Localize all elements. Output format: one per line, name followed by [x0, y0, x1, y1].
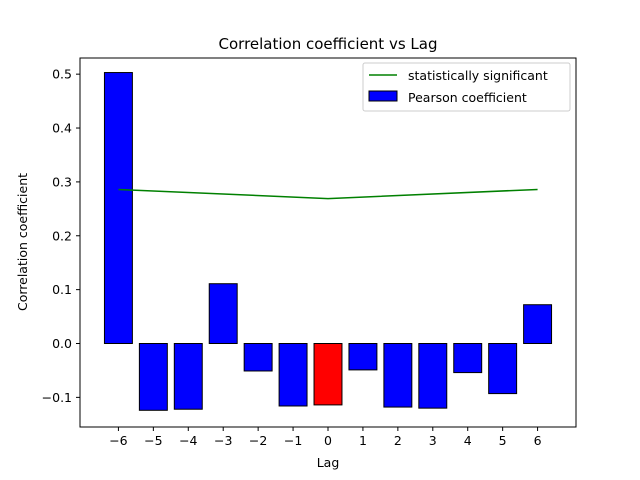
- x-tick-label: 4: [464, 433, 472, 448]
- bar-lag--2: [243, 343, 273, 372]
- legend: statistically significant Pearson coeffi…: [362, 62, 571, 112]
- y-tick-label: 0.2: [52, 228, 72, 243]
- y-tick-label: 0.4: [52, 121, 72, 136]
- x-tick-label: −6: [109, 433, 127, 448]
- chart-title: Correlation coefficient vs Lag: [219, 35, 438, 53]
- x-axis-label: Lag: [317, 455, 340, 470]
- bar-lag-4: [453, 343, 483, 374]
- x-tick-label: 2: [394, 433, 402, 448]
- bar-lag-6: [523, 304, 553, 345]
- x-tick-label: −5: [144, 433, 162, 448]
- bar-lag-1: [348, 343, 378, 371]
- x-tick-label: 6: [534, 433, 542, 448]
- bar-lag--3: [208, 283, 238, 345]
- bar-lag-0: [313, 343, 343, 406]
- plot-area: [103, 72, 553, 411]
- bar-lag--6: [103, 72, 133, 345]
- bar-lag-2: [383, 343, 413, 408]
- axes-ticks: −6 −5 −4 −3 −2 −1 0 1 2 3 4 5 6 −0.1 0.0 0.1 0.2 0.3 0.4 0.…: [42, 67, 542, 448]
- x-tick-label: 3: [429, 433, 437, 448]
- x-tick-label: 0: [324, 433, 332, 448]
- bar-lag-5: [488, 343, 518, 395]
- x-tick-label: −4: [179, 433, 197, 448]
- x-tick-label: 1: [359, 433, 367, 448]
- x-tick-label: 5: [499, 433, 507, 448]
- x-tick-label: −2: [249, 433, 267, 448]
- y-tick-label: 0.3: [52, 174, 72, 189]
- legend-label-significant: statistically significant: [408, 68, 548, 83]
- legend-box: [362, 62, 571, 112]
- bar-lag--4: [173, 343, 203, 410]
- y-tick-label: −0.1: [42, 390, 72, 405]
- legend-label-pearson: Pearson coefficient: [408, 90, 527, 105]
- legend-bar-swatch: [368, 90, 398, 102]
- bar-lag--1: [278, 343, 308, 407]
- y-tick-label: 0.0: [52, 336, 72, 351]
- x-tick-label: −1: [284, 433, 302, 448]
- x-tick-label: −3: [214, 433, 232, 448]
- bar-lag-3: [418, 343, 448, 409]
- y-axis-label: Correlation coefficient: [15, 173, 30, 311]
- bar-lag--5: [138, 343, 168, 411]
- significance-line: [118, 188, 538, 200]
- y-tick-label: 0.1: [52, 282, 72, 297]
- y-tick-label: 0.5: [52, 67, 72, 82]
